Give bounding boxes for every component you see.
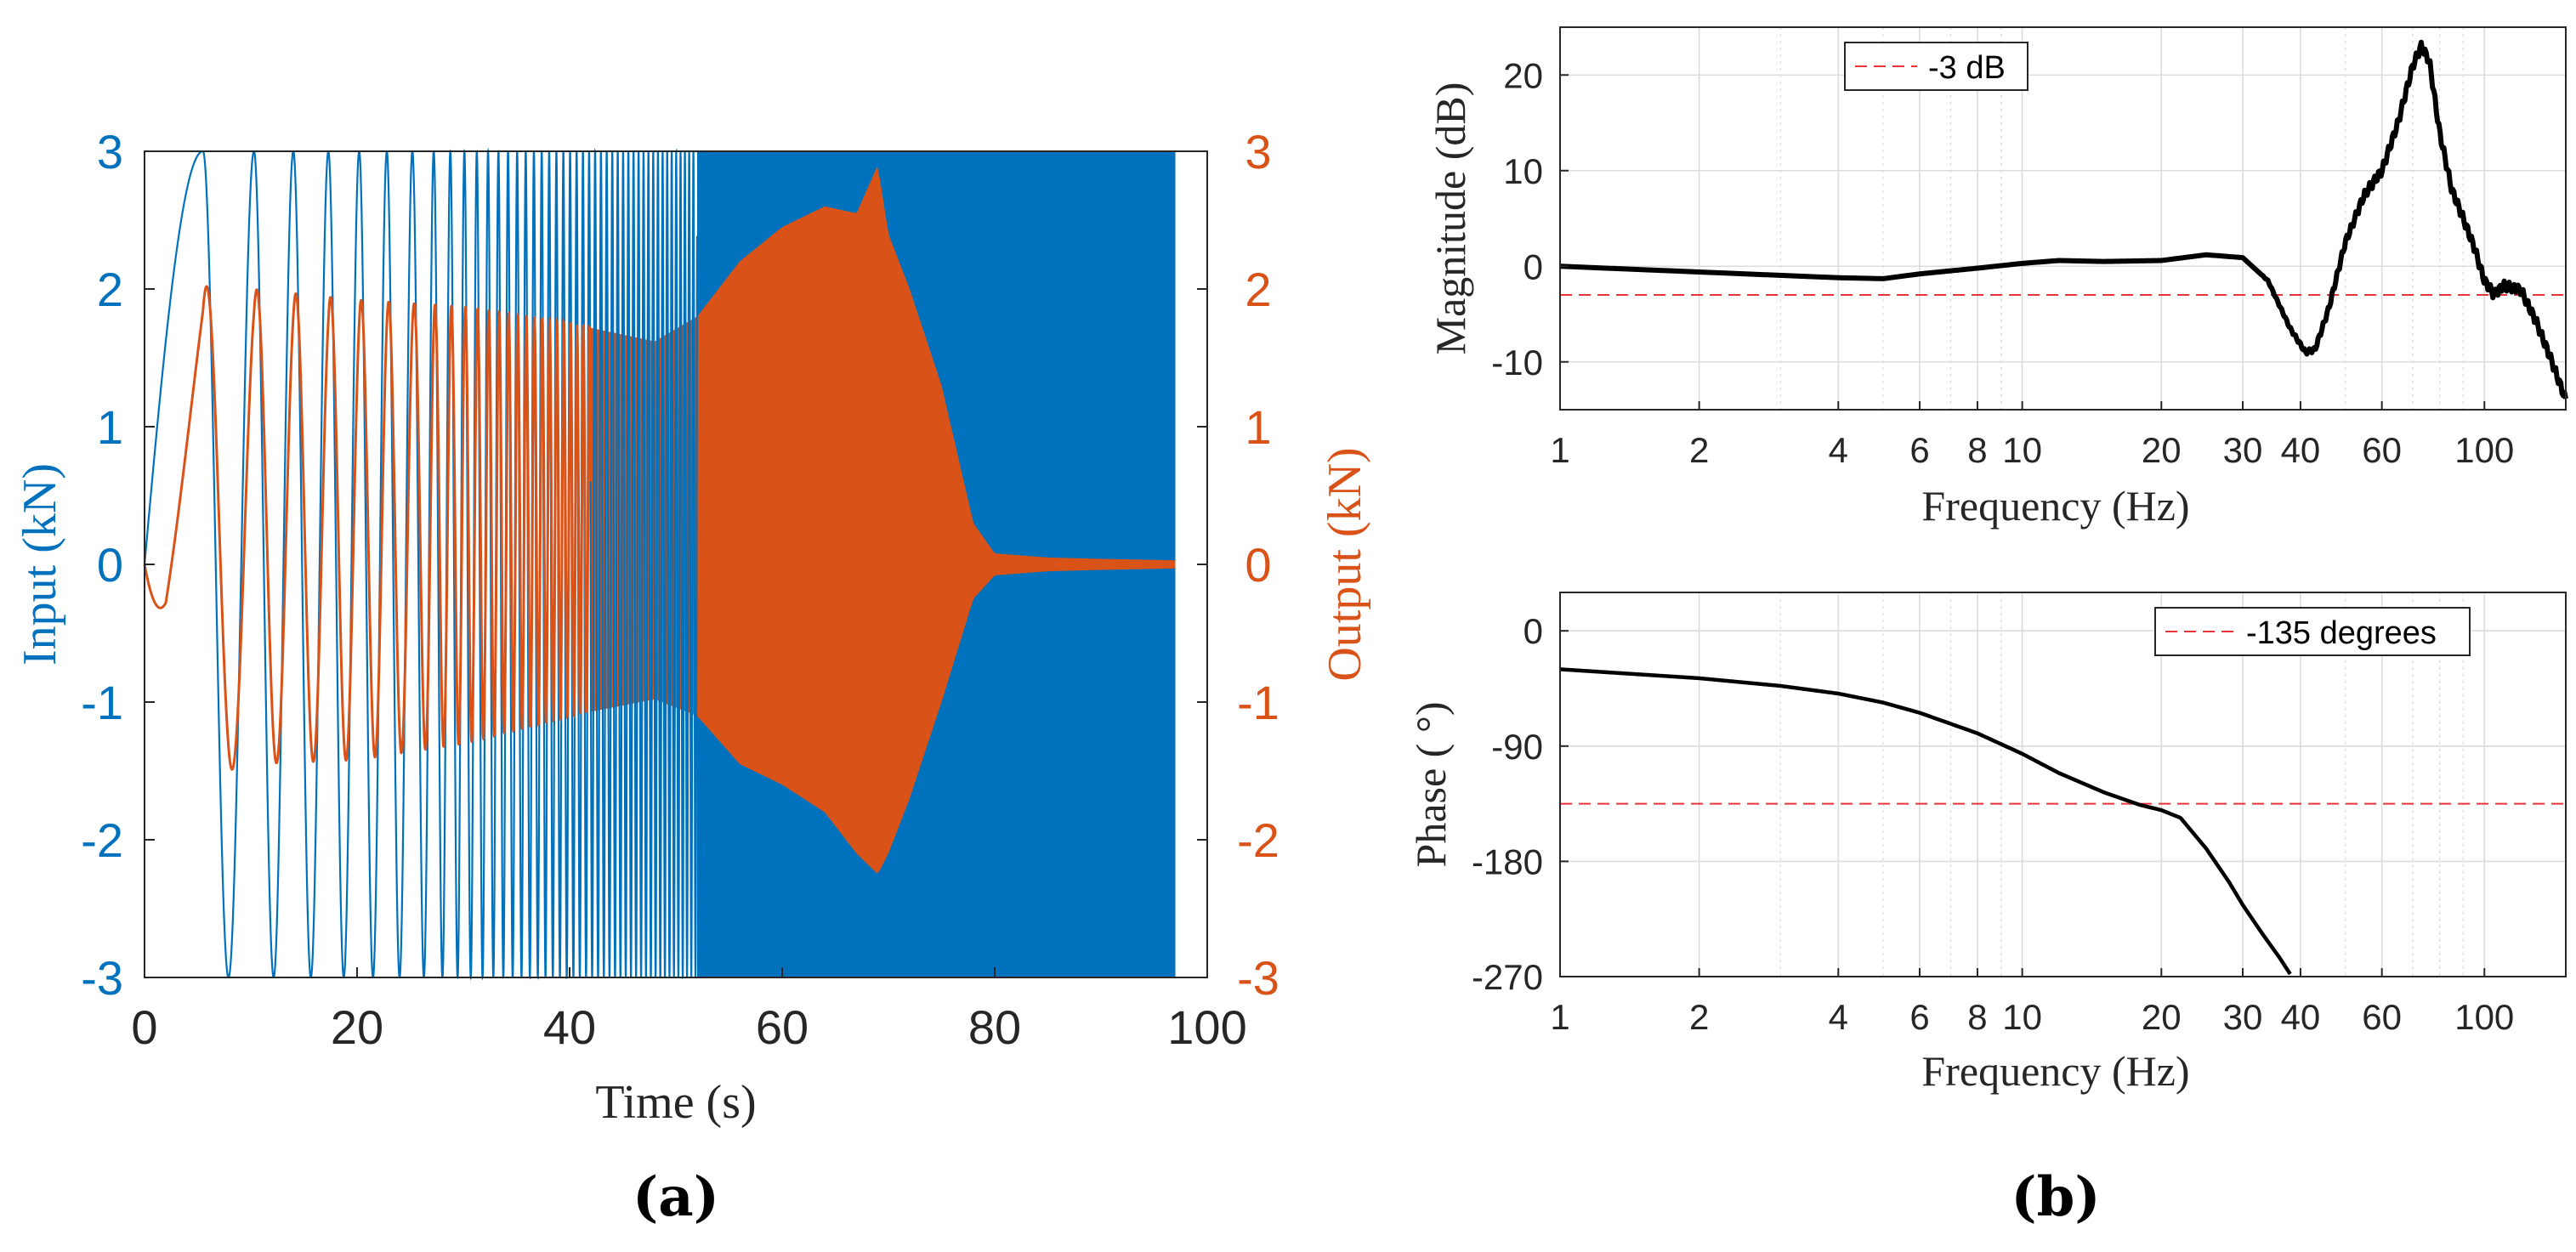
output-band <box>591 166 1176 874</box>
x-tick-label: 10 <box>2002 430 2042 470</box>
y-tick-label-left: -3 <box>81 951 123 1005</box>
x-tick-label-a: 100 <box>1167 1000 1246 1054</box>
x-tick-label: 60 <box>2362 430 2402 470</box>
y-tick-label-left: -1 <box>81 676 123 729</box>
y-axis-label-right: Output (kN) <box>1319 447 1371 681</box>
y-tick-label-right: -3 <box>1237 951 1279 1005</box>
x-tick-label: 2 <box>1689 997 1709 1037</box>
y-tick-label-right: 0 <box>1245 538 1271 592</box>
x-axis-label-magnitude: Frequency (Hz) <box>1921 482 2189 530</box>
x-tick-label: 20 <box>2142 430 2182 470</box>
x-tick-label-a: 40 <box>543 1000 596 1054</box>
x-tick-label: 6 <box>1909 430 1929 470</box>
input-series-lines <box>143 147 699 981</box>
y-axis-label-left: Input (kN) <box>14 463 66 666</box>
plot-frame-magnitude <box>1559 26 2567 411</box>
y-tick-label-left: -2 <box>81 813 123 867</box>
x-tick-label: 2 <box>1689 430 1709 470</box>
y-tick-label: -10 <box>1491 343 1543 382</box>
x-tick-label: 8 <box>1967 430 1987 470</box>
axis-ticks-a: 0 20 40 60 80 100 3 2 1 0 -1 -2 -3 3 2 1 0 -1 -2 -3 <box>81 125 1279 1054</box>
output-line <box>143 285 593 771</box>
legend-entry-phase: -135 degrees <box>2246 615 2437 651</box>
x-tick-label: 100 <box>2454 997 2514 1037</box>
x-tick-label: 6 <box>1909 997 1929 1037</box>
input-line <box>143 147 699 981</box>
x-tick-label-a: 60 <box>756 1000 809 1054</box>
panel-label-a: (a) <box>633 1165 719 1229</box>
y-tick-label-right: 3 <box>1245 125 1271 178</box>
x-tick-label: 40 <box>2281 997 2321 1037</box>
x-tick-label: 20 <box>2142 997 2182 1037</box>
x-tick-label: 1 <box>1550 430 1569 470</box>
y-tick-label: 0 <box>1523 246 1543 286</box>
y-tick-label: 20 <box>1503 55 1543 95</box>
legend-phase: -135 degrees <box>2154 607 2471 656</box>
y-tick-label-left: 0 <box>97 538 123 592</box>
legend-magnitude: -3 dB <box>1844 42 2028 91</box>
phase-trace <box>1558 667 2292 976</box>
x-tick-label: 30 <box>2223 997 2263 1037</box>
y-tick-label: 0 <box>1523 611 1543 651</box>
x-tick-label: 4 <box>1829 430 1848 470</box>
y-tick-label-right: -2 <box>1237 813 1279 867</box>
y-tick-label-right: 2 <box>1245 263 1271 316</box>
x-tick-label: 10 <box>2002 997 2042 1037</box>
y-tick-label: -90 <box>1491 727 1543 767</box>
y-axis-label-magnitude: Magnitude (dB) <box>1427 82 1474 355</box>
y-tick-label-left: 3 <box>97 125 123 178</box>
magnitude-trace <box>1558 39 2568 399</box>
plot-area-magnitude <box>1560 27 2566 410</box>
time-history-chart: 0 20 40 60 80 100 3 2 1 0 -1 -2 -3 3 2 1 0 -1 -2 -3 Time (s… <box>14 125 1371 1229</box>
y-tick-label-right: 1 <box>1245 400 1271 454</box>
legend-entry-magnitude: -3 dB <box>1928 50 2006 86</box>
y-tick-label-left: 1 <box>97 400 123 454</box>
y-tick-label: -180 <box>1472 841 1543 881</box>
x-tick-label: 30 <box>2223 430 2263 470</box>
plot-area-phase <box>1560 592 2566 977</box>
axis-ticks-phase: 1 2 4 6 8 10 20 30 40 60 100 0 -90 -180 -270 <box>1472 611 2514 1037</box>
panel-label-b: (b) <box>2011 1165 2100 1229</box>
y-tick-label-right: -1 <box>1237 676 1279 729</box>
x-tick-label-a: 20 <box>331 1000 383 1054</box>
output-series <box>591 166 1176 874</box>
x-tick-label: 100 <box>2454 430 2514 470</box>
x-axis-label-a: Time (s) <box>595 1076 756 1129</box>
plot-frame-phase <box>1559 592 2567 977</box>
y-tick-label-left: 2 <box>97 263 123 316</box>
x-tick-label: 4 <box>1829 997 1848 1037</box>
x-tick-label-a: 80 <box>968 1000 1021 1054</box>
y-tick-label: -270 <box>1472 957 1543 997</box>
x-tick-label-a: 0 <box>131 1000 157 1054</box>
y-tick-label: 10 <box>1503 151 1543 191</box>
y-axis-label-phase: Phase ( °) <box>1407 702 1455 868</box>
output-series-lines <box>143 285 593 771</box>
x-axis-label-phase: Frequency (Hz) <box>1921 1047 2189 1095</box>
x-tick-label: 1 <box>1550 997 1569 1037</box>
x-tick-label: 60 <box>2362 997 2402 1037</box>
phase-chart: 1 2 4 6 8 10 20 30 40 60 100 0 -90 -180 -270 -135 degr… <box>1407 592 2567 1229</box>
x-tick-label: 8 <box>1967 997 1987 1037</box>
x-tick-label: 40 <box>2281 430 2321 470</box>
